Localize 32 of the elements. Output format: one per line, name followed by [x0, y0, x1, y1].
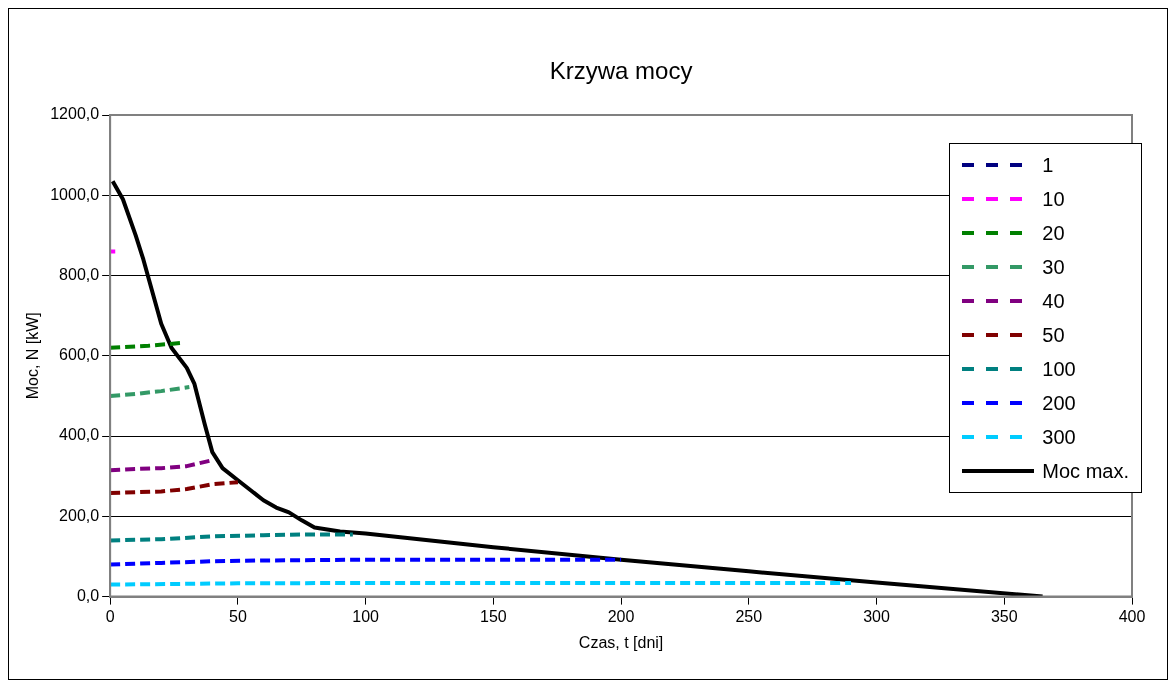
x-tick-label: 150	[479, 607, 507, 625]
legend-label: 100	[1042, 357, 1076, 381]
legend-label: 40	[1042, 289, 1065, 313]
x-tick-label: 0	[105, 607, 115, 625]
x-tick-label: 200	[607, 607, 635, 625]
y-tick-label: 600,0	[59, 346, 100, 364]
legend-label: 20	[1042, 221, 1065, 245]
y-tick-label: 0,0	[76, 587, 100, 605]
line-series	[110, 480, 240, 496]
y-tick-label: 1000,0	[50, 185, 100, 203]
chart-title: Krzywa mocy	[549, 56, 693, 84]
legend-label: 300	[1042, 425, 1076, 449]
x-axis-title: Czas, t [dni]	[578, 633, 664, 651]
legend-label: 50	[1042, 323, 1065, 347]
line-series	[110, 385, 192, 398]
x-tick-label: 50	[228, 607, 247, 625]
x-tick-label: 350	[990, 607, 1018, 625]
legend-label: 10	[1042, 187, 1065, 211]
legend-label: 30	[1042, 255, 1065, 279]
line-series	[110, 532, 355, 543]
x-tick-label: 250	[735, 607, 763, 625]
x-tick-label: 100	[352, 607, 380, 625]
y-tick-label: 200,0	[59, 506, 100, 524]
y-tick-label: 800,0	[59, 265, 100, 283]
legend-label: 1	[1042, 153, 1054, 177]
y-tick-label: 400,0	[59, 426, 100, 444]
y-tick-label: 1200,0	[50, 105, 100, 123]
x-tick-label: 400	[1118, 607, 1146, 625]
y-axis-title: Moc, N [kW]	[24, 312, 42, 400]
legend-label: Moc max.	[1042, 459, 1129, 483]
x-tick-label: 300	[863, 607, 890, 625]
legend-label: 200	[1042, 391, 1076, 415]
